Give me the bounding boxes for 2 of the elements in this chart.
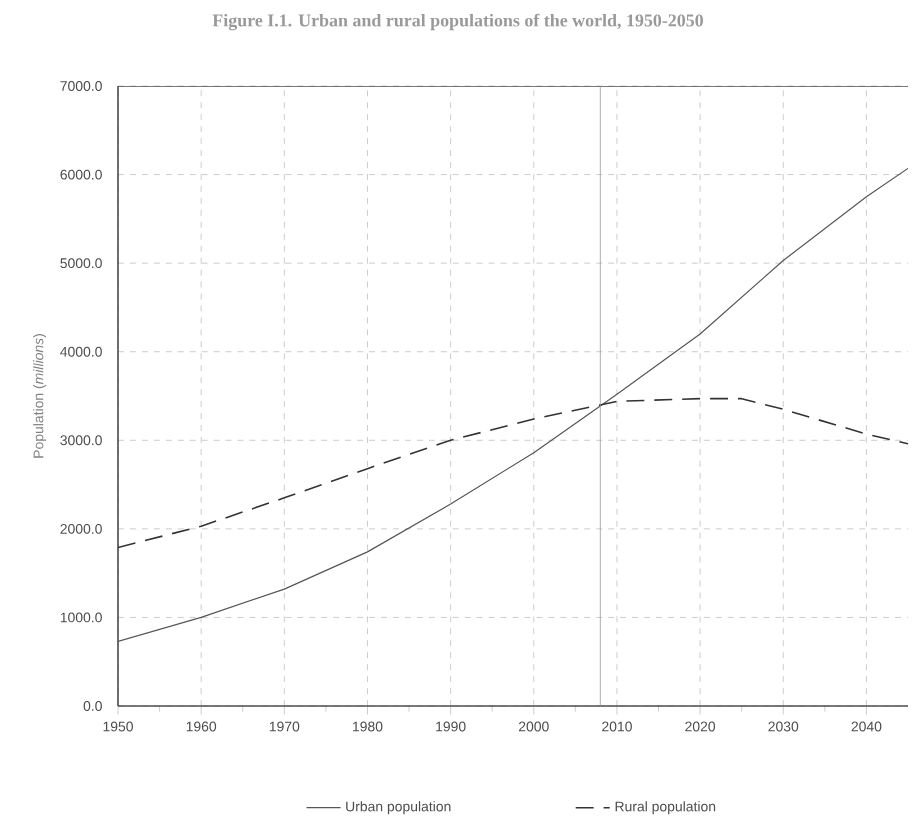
line-series — [118, 397, 908, 549]
chart-title: Figure I.1. Urban and rural populations of the world, 1950-2050 — [212, 13, 703, 31]
